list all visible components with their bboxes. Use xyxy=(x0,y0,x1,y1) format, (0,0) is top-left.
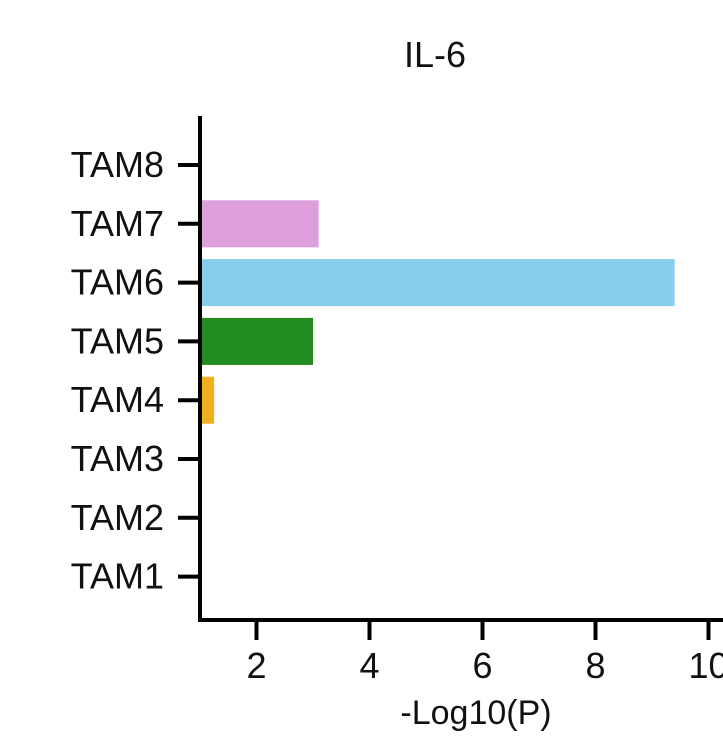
x-tick-label: 8 xyxy=(585,645,605,686)
x-axis-label: -Log10(P) xyxy=(400,694,551,732)
x-tick-label: 2 xyxy=(246,645,266,686)
bars-group xyxy=(202,200,675,424)
y-tick-label: TAM6 xyxy=(71,262,164,303)
bar-tam7 xyxy=(202,200,319,248)
y-tick-label: TAM5 xyxy=(71,320,164,361)
y-tick-label: TAM1 xyxy=(71,556,164,597)
x-tick-label: 6 xyxy=(472,645,492,686)
y-tick-label: TAM8 xyxy=(71,144,164,185)
bar-tam5 xyxy=(202,317,313,365)
y-tick-label: TAM2 xyxy=(71,497,164,538)
y-tick-label: TAM3 xyxy=(71,438,164,479)
x-tick-label: 10 xyxy=(688,645,723,686)
y-tick-label: TAM7 xyxy=(71,203,164,244)
x-ticks-group: 2 4 6 8 10 xyxy=(246,620,723,686)
y-tick-label: TAM4 xyxy=(71,379,164,420)
bar-tam4 xyxy=(202,376,215,424)
y-ticks-group: TAM8 TAM7 TAM6 TAM5 TAM4 TAM3 TAM2 TAM1 xyxy=(71,144,200,597)
x-tick-label: 4 xyxy=(359,645,379,686)
axes-group xyxy=(198,116,723,622)
bar-tam6 xyxy=(202,259,675,307)
chart-title: IL-6 xyxy=(404,34,466,75)
